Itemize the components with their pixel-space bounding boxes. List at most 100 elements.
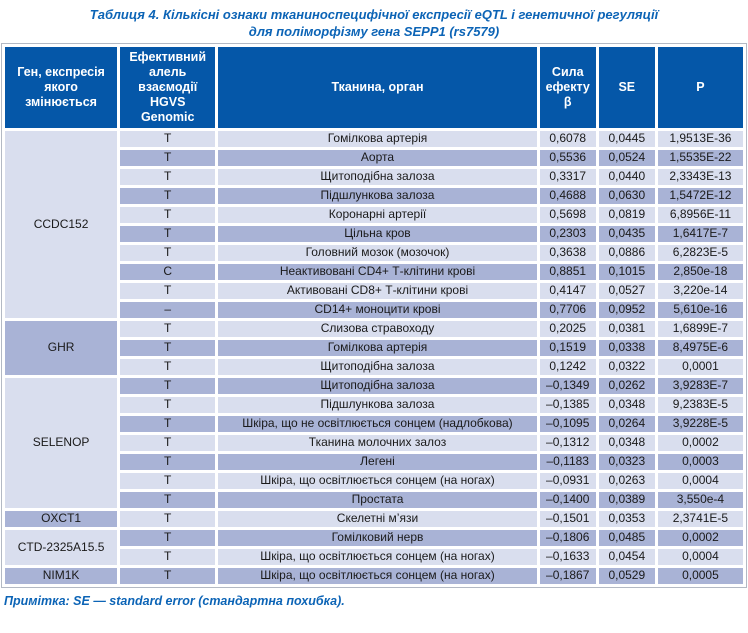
gene-cell: SELENOP [5, 377, 118, 508]
allele-cell: T [120, 149, 216, 166]
p-cell: 1,5535E-22 [657, 149, 743, 166]
allele-cell: T [120, 187, 216, 204]
beta-cell: –0,1095 [539, 415, 596, 432]
se-cell: 0,0353 [598, 510, 655, 527]
tissue-cell: Шкіра, що освітлюється сонцем (на ногах) [218, 567, 537, 584]
p-cell: 0,0004 [657, 472, 743, 489]
beta-cell: 0,2303 [539, 225, 596, 242]
se-cell: 0,0952 [598, 301, 655, 318]
header-row: Ген, експресія якого змінюється Ефективн… [5, 46, 743, 128]
allele-cell: T [120, 130, 216, 147]
col-header-tissue: Тканина, орган [218, 46, 537, 128]
beta-cell: –0,1183 [539, 453, 596, 470]
gene-cell: OXCT1 [5, 510, 118, 527]
beta-cell: 0,1519 [539, 339, 596, 356]
table-row: T Шкіра, що освітлюється сонцем (на ногах… [5, 548, 743, 565]
beta-cell: –0,1867 [539, 567, 596, 584]
allele-cell: T [120, 453, 216, 470]
tissue-cell: Легені [218, 453, 537, 470]
beta-cell: 0,5698 [539, 206, 596, 223]
footnote: Примітка: SE — standard error (стандартн… [4, 593, 345, 608]
p-cell: 1,6417E-7 [657, 225, 743, 242]
table-row: T Тканина молочних залоз –0,1312 0,0348 0,00… [5, 434, 743, 451]
table-row: T Коронарні артерії 0,5698 0,0819 6,8956E-11 [5, 206, 743, 223]
allele-cell: T [120, 510, 216, 527]
p-cell: 1,5472E-12 [657, 187, 743, 204]
gene-cell: NIM1K [5, 567, 118, 584]
table-row: T Гомілкова артерія 0,1519 0,0338 8,4975E-6 [5, 339, 743, 356]
table-row: CTD-2325A15.5 T Гомілковий нерв –0,1806 0,04… [5, 529, 743, 565]
table-row: T Щитоподібна залоза 0,3317 0,0440 2,3343E-1… [5, 168, 743, 185]
allele-cell: T [120, 396, 216, 413]
se-cell: 0,0524 [598, 149, 655, 166]
table-body: CCDC152 T Гомілкова артерія 0,6078 0,0445 1,9… [5, 130, 743, 584]
beta-cell: –0,1806 [539, 529, 596, 546]
se-cell: 0,0323 [598, 453, 655, 470]
p-cell: 0,0002 [657, 434, 743, 451]
tissue-cell: Підшлункова залоза [218, 396, 537, 413]
tissue-cell: Гомілкова артерія [218, 339, 537, 356]
se-cell: 0,0389 [598, 491, 655, 508]
tissue-cell: Слизова стравоходу [218, 320, 537, 337]
allele-cell: T [120, 358, 216, 375]
p-cell: 0,0001 [657, 358, 743, 375]
tissue-cell: Щитоподібна залоза [218, 358, 537, 375]
allele-cell: T [120, 415, 216, 432]
tissue-cell: Гомілкова артерія [218, 130, 537, 147]
beta-cell: 0,4688 [539, 187, 596, 204]
beta-cell: –0,1312 [539, 434, 596, 451]
allele-cell: T [120, 491, 216, 508]
p-cell: 6,8956E-11 [657, 206, 743, 223]
table-row: T Шкіра, що не освітлюється сонцем (надло… [5, 415, 743, 432]
table-row: OXCT1 T Скелетні м’язи –0,1501 0,0353 2,3741E… [5, 510, 743, 527]
beta-cell: –0,1501 [539, 510, 596, 527]
se-cell: 0,0322 [598, 358, 655, 375]
allele-cell: T [120, 339, 216, 356]
allele-cell: T [120, 320, 216, 337]
se-cell: 0,0445 [598, 130, 655, 147]
beta-cell: –0,1349 [539, 377, 596, 394]
se-cell: 0,0435 [598, 225, 655, 242]
p-cell: 1,9513E-36 [657, 130, 743, 147]
se-cell: 0,0348 [598, 396, 655, 413]
col-header-allele: Ефективний алель взаємодії HGVS Genomic [120, 46, 216, 128]
table-caption-line1: Таблиця 4. Кількісні ознаки тканиноспеци… [89, 7, 659, 22]
allele-cell: T [120, 206, 216, 223]
p-cell: 3,220e-14 [657, 282, 743, 299]
beta-cell: –0,1385 [539, 396, 596, 413]
beta-cell: –0,0931 [539, 472, 596, 489]
allele-cell: T [120, 567, 216, 584]
table-row: T Легені –0,1183 0,0323 0,0003 [5, 453, 743, 470]
beta-cell: 0,1242 [539, 358, 596, 375]
tissue-cell: Щитоподібна залоза [218, 168, 537, 185]
p-cell: 8,4975E-6 [657, 339, 743, 356]
allele-cell: T [120, 377, 216, 394]
se-cell: 0,0819 [598, 206, 655, 223]
allele-cell: T [120, 472, 216, 489]
beta-cell: 0,5536 [539, 149, 596, 166]
se-cell: 0,0264 [598, 415, 655, 432]
tissue-cell: Гомілковий нерв [218, 529, 537, 546]
tissue-cell: Коронарні артерії [218, 206, 537, 223]
tissue-cell: Підшлункова залоза [218, 187, 537, 204]
tissue-cell: Цільна кров [218, 225, 537, 242]
tissue-cell: Неактивовані CD4+ Т-клітини крові [218, 263, 537, 280]
table-row: T Підшлункова залоза 0,4688 0,0630 1,5472E-1… [5, 187, 743, 204]
p-cell: 6,2823E-5 [657, 244, 743, 261]
p-cell: 0,0002 [657, 529, 743, 546]
table-row: T Цільна кров 0,2303 0,0435 1,6417E-7 [5, 225, 743, 242]
p-cell: 2,3741E-5 [657, 510, 743, 527]
table-row: CCDC152 T Гомілкова артерія 0,6078 0,0445 1,9… [5, 130, 743, 318]
allele-cell: – [120, 301, 216, 318]
p-cell: 9,2383E-5 [657, 396, 743, 413]
allele-cell: T [120, 548, 216, 565]
beta-cell: 0,2025 [539, 320, 596, 337]
table-row: T Підшлункова залоза –0,1385 0,0348 9,2383E-… [5, 396, 743, 413]
col-header-gene: Ген, експресія якого змінюється [5, 46, 118, 128]
se-cell: 0,0263 [598, 472, 655, 489]
p-cell: 2,3343E-13 [657, 168, 743, 185]
allele-cell: T [120, 529, 216, 546]
tissue-cell: Головний мозок (мозочок) [218, 244, 537, 261]
p-cell: 3,550e-4 [657, 491, 743, 508]
